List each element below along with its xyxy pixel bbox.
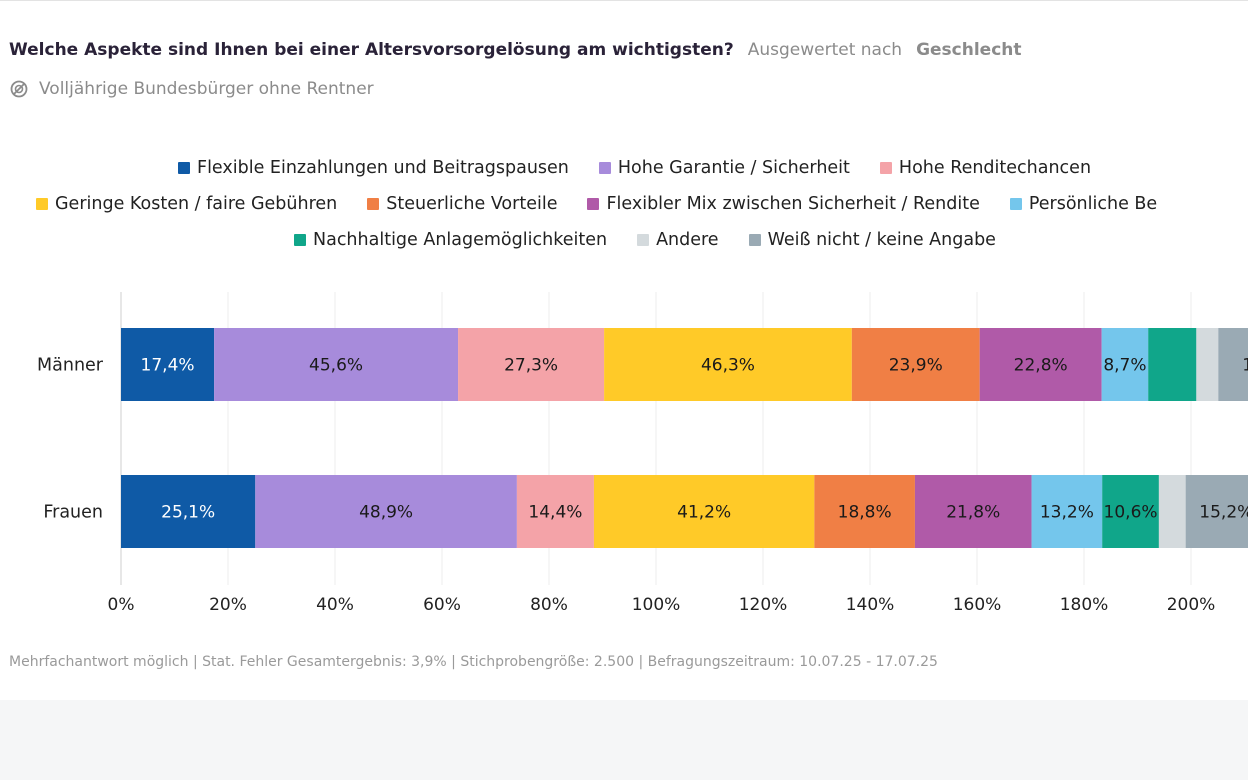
data-label: 13,2%: [1040, 503, 1094, 523]
legend-label: Flexible Einzahlungen und Beitragspausen: [197, 158, 569, 178]
legend-label: Nachhaltige Anlagemöglichkeiten: [313, 230, 608, 250]
bar-segment: [1218, 328, 1248, 401]
x-tick-label: 200%: [1167, 595, 1216, 615]
bar-segment: [593, 475, 815, 548]
legend-label: Geringe Kosten / faire Gebühren: [55, 194, 338, 214]
data-label: 27,3%: [504, 356, 558, 376]
filter-circle-icon: [10, 80, 28, 98]
filter-label: Volljährige Bundesbürger ohne Rentner: [39, 79, 374, 99]
filter: Volljährige Bundesbürger ohne Rentner: [9, 79, 374, 99]
bar-segment: [1158, 475, 1186, 548]
data-label: 21,8%: [946, 503, 1000, 523]
data-label: 46,3%: [701, 356, 755, 376]
bar-segment: [121, 328, 215, 401]
x-tick-label: 0%: [108, 595, 135, 615]
bar-segment: [1196, 328, 1219, 401]
chart-title: Welche Aspekte sind Ihnen bei einer Alte…: [9, 40, 1022, 60]
legend-item[interactable]: Weiß nicht / keine Angabe: [748, 230, 996, 250]
legend-swatch: [587, 198, 600, 210]
bar-segment: [914, 475, 1032, 548]
bar-chart: 0% 20% 40% 60% 80% 100% 120% 140% 160% 180% 200% Mä…: [37, 292, 1248, 615]
data-label: 48,9%: [359, 503, 413, 523]
legend-item[interactable]: Hohe Garantie / Sicherheit: [598, 158, 850, 178]
legend-item[interactable]: Persönliche Be: [1009, 194, 1158, 214]
legend-row: Geringe Kosten / faire Gebühren Steuerlic…: [0, 194, 1248, 214]
x-tick-label: 120%: [739, 595, 788, 615]
legend-label: Andere: [656, 230, 719, 250]
legend-label: Steuerliche Vorteile: [386, 194, 558, 214]
legend-item[interactable]: Geringe Kosten / faire Gebühren: [36, 194, 337, 214]
legend-item[interactable]: Flexibler Mix zwischen Sicherheit / Rend…: [587, 194, 980, 214]
bar-segment: [604, 328, 852, 401]
evaluated-by-label: Ausgewertet nach: [747, 40, 903, 60]
legend-label: Hohe Renditechancen: [898, 158, 1092, 178]
x-tick-label: 60%: [423, 595, 461, 615]
legend-row: Nachhaltige Anlagemöglichkeiten Andere Wei…: [0, 230, 1248, 250]
evaluated-by-value[interactable]: Geschlecht: [916, 40, 1022, 60]
legend-row: Flexible Einzahlungen und Beitragspausen…: [0, 158, 1248, 178]
bar-segment: [516, 475, 594, 548]
bottom-panel: [0, 700, 1248, 780]
x-tick-label: 160%: [953, 595, 1002, 615]
data-label: 18,8%: [838, 503, 892, 523]
legend-label: Persönliche Be: [1028, 194, 1158, 214]
top-border: [0, 0, 1248, 1]
question-text: Welche Aspekte sind Ihnen bei einer Alte…: [9, 40, 734, 60]
category-label: Männer: [37, 356, 104, 376]
legend-swatch: [294, 234, 306, 246]
x-tick-label: 40%: [316, 595, 354, 615]
legend-item[interactable]: Flexible Einzahlungen und Beitragspausen: [178, 158, 569, 178]
legend-label: Flexibler Mix zwischen Sicherheit / Rend…: [606, 194, 980, 214]
x-tick-label: 180%: [1060, 595, 1109, 615]
data-label: 41,2%: [677, 503, 731, 523]
x-tick-label: 80%: [530, 595, 568, 615]
x-tick-label: 100%: [632, 595, 681, 615]
bar-segment: [255, 475, 517, 548]
data-label: 23,9%: [889, 356, 943, 376]
bar-segment: [1148, 328, 1197, 401]
legend-label: Hohe Garantie / Sicherheit: [617, 158, 850, 178]
legend-item[interactable]: Nachhaltige Anlagemöglichkeiten: [294, 230, 607, 250]
legend-item[interactable]: Hohe Renditechancen: [879, 158, 1092, 178]
footer-note: Mehrfachantwort möglich | Stat. Fehler G…: [9, 654, 938, 670]
bar-segment: [1101, 328, 1149, 401]
bar-segment: [1185, 475, 1248, 548]
bar-segment: [851, 328, 980, 401]
bar-segment: [979, 328, 1102, 401]
bar-segment: [121, 475, 256, 548]
data-label: 8,7%: [1103, 356, 1146, 376]
data-label: 10,6%: [1104, 503, 1158, 523]
data-label: 14,4%: [528, 503, 582, 523]
legend-swatch: [36, 198, 48, 210]
legend-swatch: [879, 162, 892, 174]
bar-segment: [1102, 475, 1159, 548]
x-tick-label: 20%: [209, 595, 247, 615]
bar-segment: [214, 328, 459, 401]
data-label: 13: [1242, 356, 1248, 376]
data-label: 17,4%: [141, 356, 195, 376]
data-label: 25,1%: [161, 503, 215, 523]
data-label: 15,2%: [1199, 503, 1248, 523]
legend-swatch: [598, 162, 611, 174]
legend-swatch: [637, 234, 650, 246]
data-label: 22,8%: [1014, 356, 1068, 376]
legend-swatch: [748, 234, 761, 246]
category-label: Frauen: [43, 503, 103, 523]
bar-segment: [814, 475, 915, 548]
data-label: 45,6%: [309, 356, 363, 376]
bar-segment: [1031, 475, 1103, 548]
legend-item[interactable]: Steuerliche Vorteile: [367, 194, 557, 214]
legend-swatch: [367, 198, 380, 210]
legend-item[interactable]: Andere: [637, 230, 719, 250]
bar-segment: [458, 328, 605, 401]
legend-swatch: [178, 162, 190, 174]
x-tick-label: 140%: [846, 595, 895, 615]
legend-swatch: [1009, 198, 1022, 210]
legend-label: Weiß nicht / keine Angabe: [767, 230, 996, 250]
